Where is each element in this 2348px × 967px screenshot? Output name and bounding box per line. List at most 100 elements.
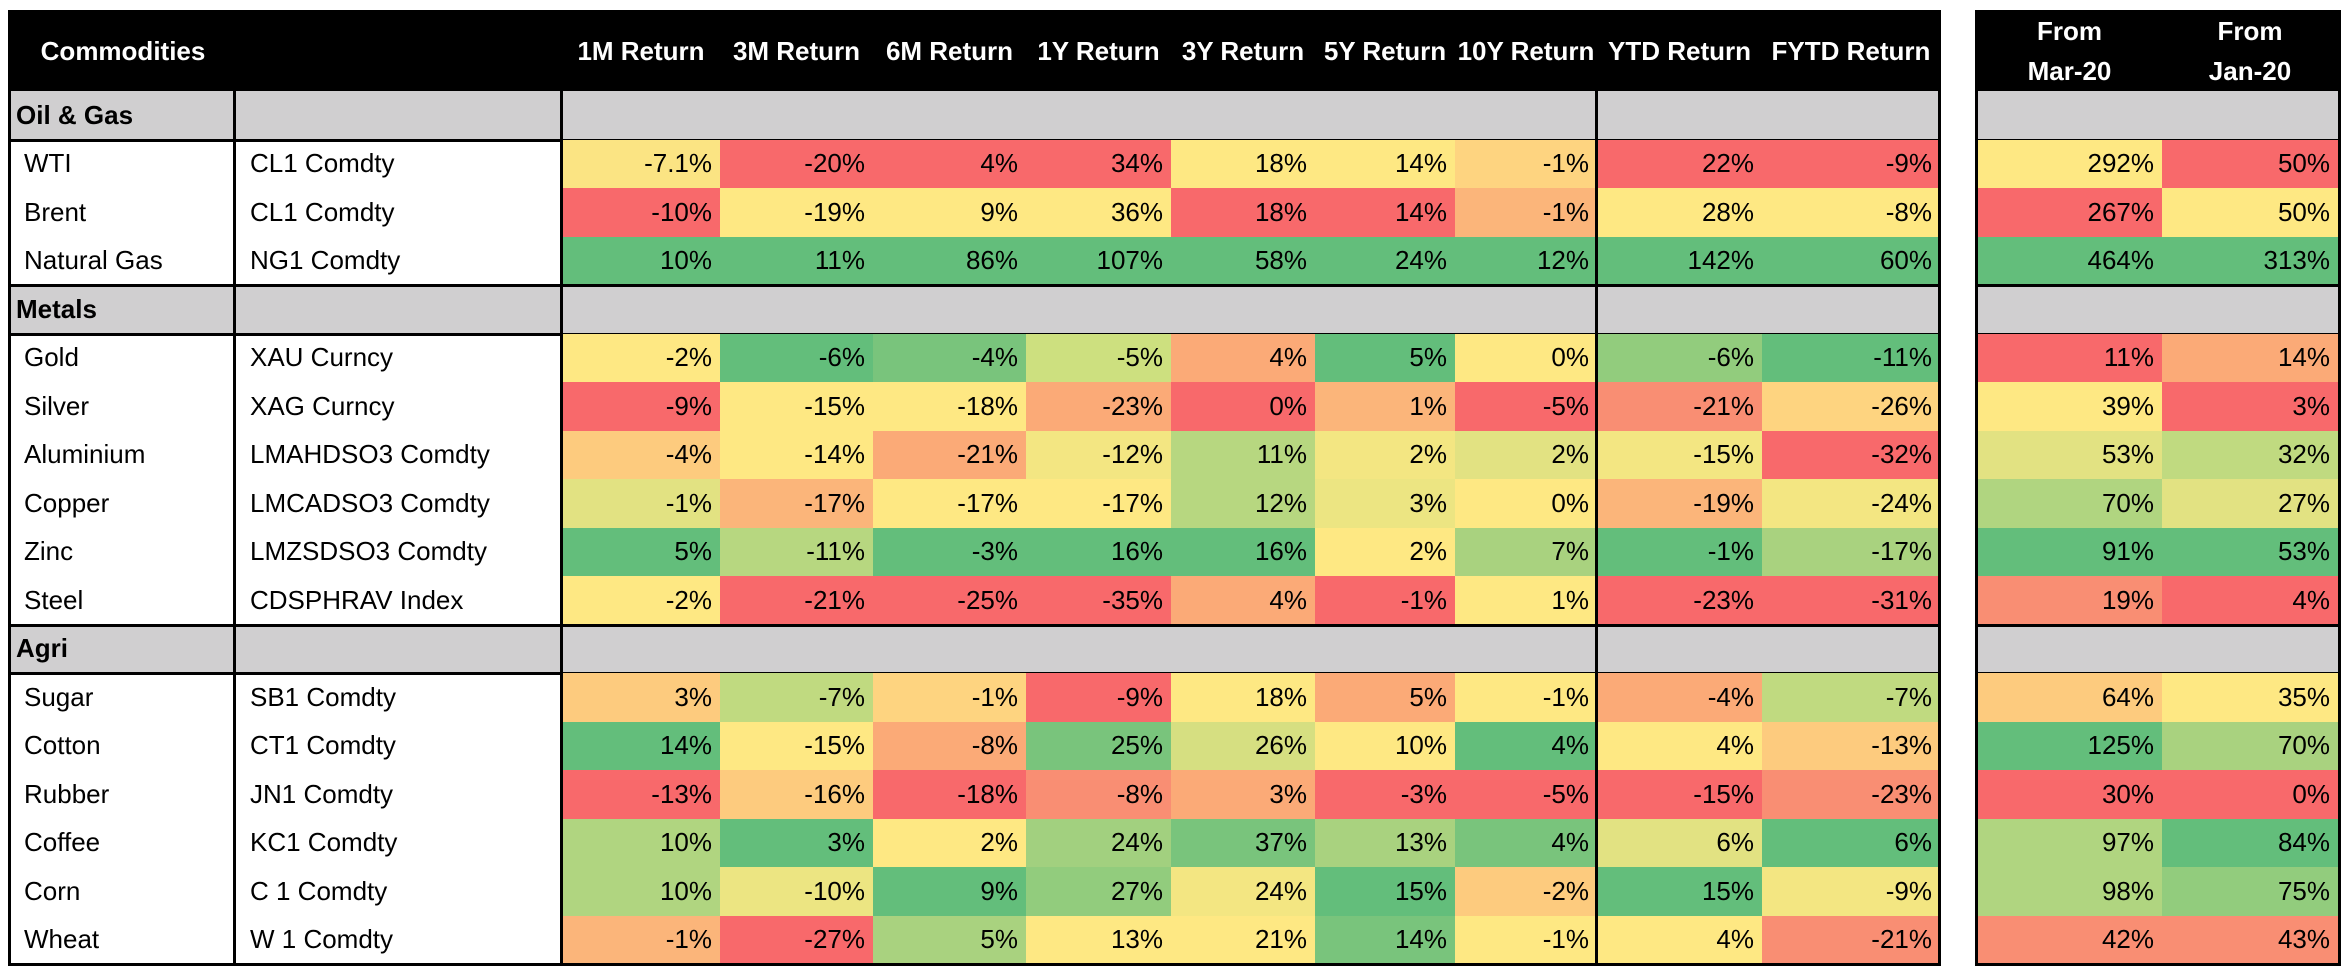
return-cell: -21%: [873, 430, 1026, 479]
return-cell: 34%: [1026, 139, 1171, 188]
since-cell: 98%: [1977, 867, 2162, 916]
return-cell: 4%: [1597, 721, 1762, 770]
commodity-name: WTI: [24, 148, 72, 179]
return-cell: 18%: [1171, 188, 1315, 237]
return-cell: 60%: [1762, 236, 1940, 285]
return-cell: 24%: [1026, 818, 1171, 867]
return-cell: 12%: [1171, 479, 1315, 528]
since-cell: 0%: [2162, 770, 2338, 819]
side-border-bottom: [1975, 963, 2341, 966]
return-cell: 3%: [562, 673, 720, 722]
return-cell: -7%: [720, 673, 873, 722]
return-cell: -23%: [1762, 770, 1940, 819]
return-cell: -26%: [1762, 382, 1940, 431]
return-cell: 18%: [1171, 673, 1315, 722]
section-header-fill: [236, 285, 562, 334]
commodity-name: Cotton: [24, 730, 101, 761]
return-cell: -7%: [1762, 673, 1940, 722]
header-ticker: [236, 10, 562, 91]
since-cell: 464%: [1977, 236, 2162, 285]
return-cell: -27%: [720, 915, 873, 964]
return-cell: 2%: [1315, 527, 1455, 576]
return-cell: -13%: [562, 770, 720, 819]
return-cell: 14%: [1315, 139, 1455, 188]
return-cell: 1%: [1455, 576, 1597, 625]
return-cell: -13%: [1762, 721, 1940, 770]
section-header-fill: [1171, 91, 1315, 140]
header-side-col-0: From Mar-20: [1977, 10, 2162, 91]
return-cell: -1%: [1455, 139, 1597, 188]
return-cell: -2%: [562, 333, 720, 382]
since-cell: 64%: [1977, 673, 2162, 722]
return-cell: -1%: [1597, 527, 1762, 576]
return-cell: 13%: [1315, 818, 1455, 867]
header-col-6: 10Y Return: [1455, 10, 1597, 91]
commodity-name: Steel: [24, 584, 84, 615]
return-cell: 11%: [720, 236, 873, 285]
return-cell: -32%: [1762, 430, 1940, 479]
header-col-5: 5Y Return: [1315, 10, 1455, 91]
since-cell: 32%: [2162, 430, 2338, 479]
section-header: Metals: [10, 285, 236, 334]
section-header-fill: [1762, 285, 1940, 334]
return-cell: 11%: [1171, 430, 1315, 479]
return-cell: 107%: [1026, 236, 1171, 285]
section-header-fill: [1026, 91, 1171, 140]
return-cell: -18%: [873, 382, 1026, 431]
return-cell: -11%: [720, 527, 873, 576]
return-cell: 5%: [873, 915, 1026, 964]
since-cell: 3%: [2162, 382, 2338, 431]
header-col-2: 6M Return: [873, 10, 1026, 91]
section-header-fill: [720, 285, 873, 334]
since-cell: 43%: [2162, 915, 2338, 964]
header-col-3: 1Y Return: [1026, 10, 1171, 91]
return-cell: -10%: [720, 867, 873, 916]
since-cell: 4%: [2162, 576, 2338, 625]
return-cell: 0%: [1455, 479, 1597, 528]
return-cell: 37%: [1171, 818, 1315, 867]
return-cell: 12%: [1455, 236, 1597, 285]
section-header-fill: [236, 91, 562, 140]
commodity-ticker: XAU Curncy: [250, 342, 394, 373]
return-cell: -18%: [873, 770, 1026, 819]
return-cell: -19%: [720, 188, 873, 237]
return-cell: 6%: [1597, 818, 1762, 867]
commodity-name: Rubber: [24, 778, 110, 809]
commodity-name: Corn: [24, 875, 81, 906]
return-cell: 14%: [562, 721, 720, 770]
return-cell: -1%: [1455, 673, 1597, 722]
return-cell: -17%: [1026, 479, 1171, 528]
header-col-8: FYTD Return: [1762, 10, 1940, 91]
header-col-7: YTD Return: [1597, 10, 1762, 91]
return-cell: -16%: [720, 770, 873, 819]
table-border-bottom: [8, 963, 1941, 966]
section-header-fill: [1026, 285, 1171, 334]
return-cell: -3%: [1315, 770, 1455, 819]
header-side-col-1: From Jan-20: [2162, 10, 2338, 91]
return-cell: -2%: [1455, 867, 1597, 916]
section-header-fill: [2162, 285, 2338, 334]
section-header-fill: [1597, 285, 1762, 334]
return-cell: 4%: [1455, 721, 1597, 770]
return-cell: 22%: [1597, 139, 1762, 188]
return-cell: -1%: [562, 479, 720, 528]
since-cell: 70%: [1977, 479, 2162, 528]
ticker-divider: [560, 91, 563, 964]
section-header-fill: [1171, 624, 1315, 673]
section-header-fill: [562, 624, 720, 673]
return-cell: 10%: [1315, 721, 1455, 770]
return-cell: 24%: [1315, 236, 1455, 285]
commodity-name: Wheat: [24, 924, 100, 955]
section-header: Oil & Gas: [10, 91, 236, 140]
return-cell: -1%: [873, 673, 1026, 722]
return-cell: -7.1%: [562, 139, 720, 188]
since-cell: 19%: [1977, 576, 2162, 625]
since-cell: 50%: [2162, 188, 2338, 237]
return-cell: -20%: [720, 139, 873, 188]
table-border-left: [8, 10, 11, 964]
return-cell: 9%: [873, 867, 1026, 916]
since-cell: 35%: [2162, 673, 2338, 722]
return-cell: -21%: [720, 576, 873, 625]
return-cell: -11%: [1762, 333, 1940, 382]
